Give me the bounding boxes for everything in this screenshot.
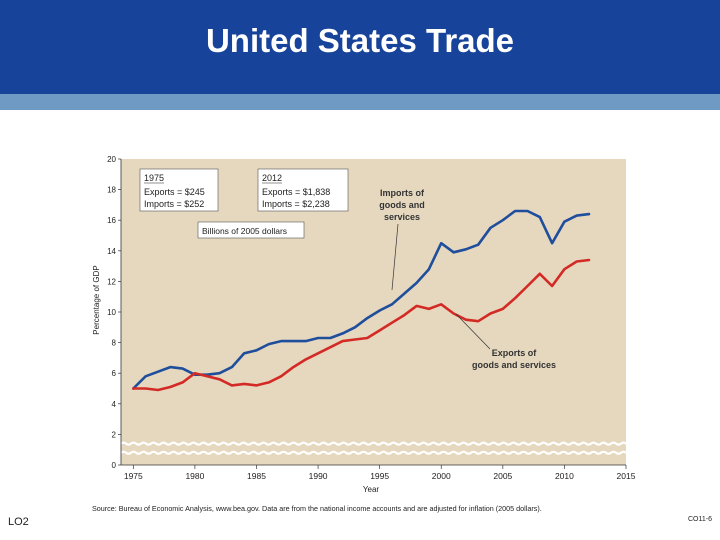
imports-pointer xyxy=(391,223,399,291)
units-box-label: Billions of 2005 dollars xyxy=(202,226,287,236)
y-tick-label: 14 xyxy=(107,247,116,256)
x-tick-label: 1985 xyxy=(247,471,266,481)
units-box-bg xyxy=(197,221,305,239)
x-tick-label: 2000 xyxy=(432,471,451,481)
imports-label-line1: Imports of xyxy=(380,188,425,198)
trade-chart: 0 2 4 6 8 10 12 14 16 18 20 1975 1980 1985 1990 1995 20… xyxy=(86,150,646,522)
x-tick-label: 1990 xyxy=(309,471,328,481)
learning-objective-label: LO2 xyxy=(8,516,29,528)
box-1975-exports: Exports = $245 xyxy=(144,187,205,197)
box-2012-title: 2012 xyxy=(262,173,282,183)
slide-title: United States Trade xyxy=(205,22,515,59)
exports-label-line2: goods and services xyxy=(472,360,556,370)
x-tick-label: 2005 xyxy=(493,471,512,481)
exports-series-line xyxy=(131,258,591,392)
series-layer xyxy=(131,209,591,392)
y-axis: 0 2 4 6 8 10 12 14 16 18 20 xyxy=(107,155,632,470)
y-tick-label: 8 xyxy=(112,339,117,348)
y-tick-label: 12 xyxy=(107,277,116,286)
axis-break-2 xyxy=(120,441,632,446)
exports-annotation: Exports of goods and services xyxy=(455,313,556,370)
accent-band xyxy=(0,94,720,110)
x-tick-label: 2015 xyxy=(617,471,636,481)
box-1975-imports: Imports = $252 xyxy=(144,199,204,209)
y-tick-label: 18 xyxy=(107,186,116,195)
box-2012-bg xyxy=(257,168,349,212)
box-2012: 2012 Exports = $1,838 Imports = $2,238 xyxy=(257,168,349,212)
y-tick-label: 10 xyxy=(107,308,116,317)
units-box: Billions of 2005 dollars xyxy=(197,221,305,239)
y-axis-label: Percentage of GDP xyxy=(92,265,101,334)
slide-number: CO11-6 xyxy=(688,516,712,523)
title-bar: United States Trade xyxy=(0,0,720,94)
imports-label-line2: goods and xyxy=(379,200,425,210)
x-tick-label: 1975 xyxy=(124,471,143,481)
x-tick-label: 2010 xyxy=(555,471,574,481)
source-note: Source: Bureau of Economic Analysis, www… xyxy=(92,504,542,513)
box-2012-exports: Exports = $1,838 xyxy=(262,187,330,197)
y-tick-label: 16 xyxy=(107,216,116,225)
box-2012-imports: Imports = $2,238 xyxy=(262,199,330,209)
imports-label-line3: services xyxy=(384,212,420,222)
y-tick-label: 6 xyxy=(112,369,117,378)
box-1975-bg xyxy=(139,168,219,212)
x-axis-label: Year xyxy=(363,485,380,494)
imports-series-line xyxy=(131,209,591,390)
y-tick-label: 4 xyxy=(112,400,117,409)
x-tick-label: 1980 xyxy=(185,471,204,481)
box-1975-title: 1975 xyxy=(144,173,164,183)
x-tick-label: 1995 xyxy=(370,471,389,481)
y-tick-label: 2 xyxy=(112,430,117,439)
imports-annotation: Imports of goods and services xyxy=(379,188,425,291)
y-tick-label: 0 xyxy=(112,461,117,470)
exports-label-line1: Exports of xyxy=(492,348,538,358)
x-axis: 1975 1980 1985 1990 1995 2000 2005 2010 2015 xyxy=(121,464,636,481)
box-1975: 1975 Exports = $245 Imports = $252 xyxy=(139,168,219,212)
y-tick-label: 20 xyxy=(107,155,116,164)
exports-pointer xyxy=(455,313,491,350)
trade-line-chart: 0 2 4 6 8 10 12 14 16 18 20 1975 1980 1985 1990 1995 20… xyxy=(92,155,636,513)
axis-break-1 xyxy=(120,450,632,455)
